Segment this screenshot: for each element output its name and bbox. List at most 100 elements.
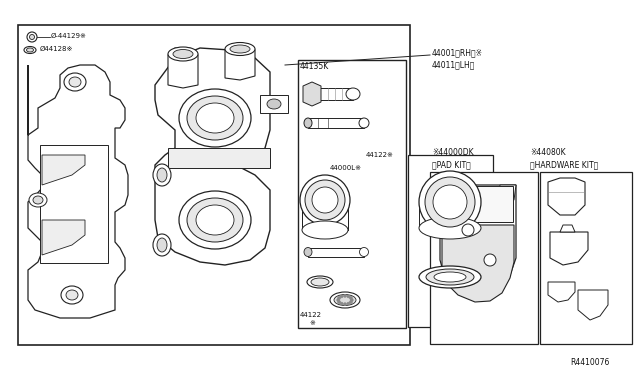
Ellipse shape xyxy=(426,269,474,285)
Text: 44011〈LH〉: 44011〈LH〉 xyxy=(432,60,476,69)
Ellipse shape xyxy=(230,45,250,53)
Circle shape xyxy=(347,302,350,305)
Ellipse shape xyxy=(179,89,251,147)
Bar xyxy=(540,172,632,344)
Text: 〈HARDWARE KIT〉: 〈HARDWARE KIT〉 xyxy=(530,160,598,169)
Ellipse shape xyxy=(69,77,81,87)
Ellipse shape xyxy=(334,295,356,305)
Ellipse shape xyxy=(168,47,198,61)
Bar xyxy=(260,95,288,113)
Ellipse shape xyxy=(419,217,481,239)
Text: Ø-44129※: Ø-44129※ xyxy=(51,33,87,39)
Polygon shape xyxy=(498,185,516,200)
Circle shape xyxy=(338,296,340,299)
Ellipse shape xyxy=(179,191,251,249)
Ellipse shape xyxy=(419,171,481,233)
Circle shape xyxy=(29,35,35,39)
Ellipse shape xyxy=(360,247,369,257)
Text: R4410076: R4410076 xyxy=(570,358,609,367)
Circle shape xyxy=(349,301,353,304)
Bar xyxy=(298,60,406,328)
Polygon shape xyxy=(440,185,455,200)
Ellipse shape xyxy=(311,278,329,286)
Circle shape xyxy=(337,298,340,301)
Ellipse shape xyxy=(29,193,47,207)
Polygon shape xyxy=(560,225,575,232)
Text: ※44080K: ※44080K xyxy=(530,148,566,157)
Text: 44122※: 44122※ xyxy=(366,152,394,158)
Ellipse shape xyxy=(330,292,360,308)
Circle shape xyxy=(344,303,346,306)
Ellipse shape xyxy=(304,247,312,257)
Ellipse shape xyxy=(66,290,78,300)
Polygon shape xyxy=(440,185,516,298)
Polygon shape xyxy=(42,220,85,255)
Ellipse shape xyxy=(26,48,33,52)
Ellipse shape xyxy=(307,276,333,288)
Text: ※: ※ xyxy=(309,320,315,326)
Bar xyxy=(308,248,364,257)
Circle shape xyxy=(340,302,343,305)
Text: 44001〈RH〉※: 44001〈RH〉※ xyxy=(432,48,483,57)
Ellipse shape xyxy=(300,175,350,225)
Ellipse shape xyxy=(196,103,234,133)
Ellipse shape xyxy=(302,221,348,239)
Ellipse shape xyxy=(153,164,171,186)
Ellipse shape xyxy=(153,234,171,256)
Bar xyxy=(18,25,410,345)
Ellipse shape xyxy=(33,196,43,204)
Bar xyxy=(308,118,364,128)
Text: 44135K: 44135K xyxy=(300,62,329,71)
Text: 〈PAD KIT〉: 〈PAD KIT〉 xyxy=(432,160,471,169)
Text: ※44000DK: ※44000DK xyxy=(432,148,474,157)
Polygon shape xyxy=(28,65,128,318)
Circle shape xyxy=(350,298,353,301)
Bar xyxy=(302,200,348,230)
Text: 44000L※: 44000L※ xyxy=(330,165,362,171)
Ellipse shape xyxy=(157,168,167,182)
Ellipse shape xyxy=(425,177,475,227)
Polygon shape xyxy=(442,225,514,302)
Bar xyxy=(430,172,538,344)
Circle shape xyxy=(27,32,37,42)
Circle shape xyxy=(340,295,343,298)
Ellipse shape xyxy=(304,118,312,128)
Ellipse shape xyxy=(433,185,467,219)
Bar xyxy=(40,145,108,263)
Circle shape xyxy=(462,224,474,236)
Polygon shape xyxy=(548,178,585,215)
Bar xyxy=(419,200,481,228)
Text: Ø44128※: Ø44128※ xyxy=(40,46,74,52)
Polygon shape xyxy=(443,186,513,222)
Polygon shape xyxy=(548,282,575,302)
Bar xyxy=(305,88,353,100)
Ellipse shape xyxy=(346,88,360,100)
Ellipse shape xyxy=(173,49,193,58)
Ellipse shape xyxy=(64,73,86,91)
Ellipse shape xyxy=(434,272,466,282)
Text: 44122: 44122 xyxy=(300,312,322,318)
Polygon shape xyxy=(578,290,608,320)
Polygon shape xyxy=(168,148,270,168)
Ellipse shape xyxy=(61,286,83,304)
Polygon shape xyxy=(550,232,588,265)
Ellipse shape xyxy=(187,198,243,242)
Ellipse shape xyxy=(24,46,36,54)
Ellipse shape xyxy=(312,187,338,213)
Circle shape xyxy=(347,295,350,298)
Ellipse shape xyxy=(419,266,481,288)
Polygon shape xyxy=(168,48,198,88)
Ellipse shape xyxy=(267,99,281,109)
Ellipse shape xyxy=(187,96,243,140)
Polygon shape xyxy=(303,82,321,106)
Ellipse shape xyxy=(305,180,345,220)
Circle shape xyxy=(349,296,353,299)
Ellipse shape xyxy=(196,205,234,235)
Bar xyxy=(408,155,493,327)
Circle shape xyxy=(344,294,346,297)
Ellipse shape xyxy=(225,42,255,55)
Ellipse shape xyxy=(359,118,369,128)
Polygon shape xyxy=(42,155,85,185)
Ellipse shape xyxy=(157,238,167,252)
Circle shape xyxy=(338,301,340,304)
